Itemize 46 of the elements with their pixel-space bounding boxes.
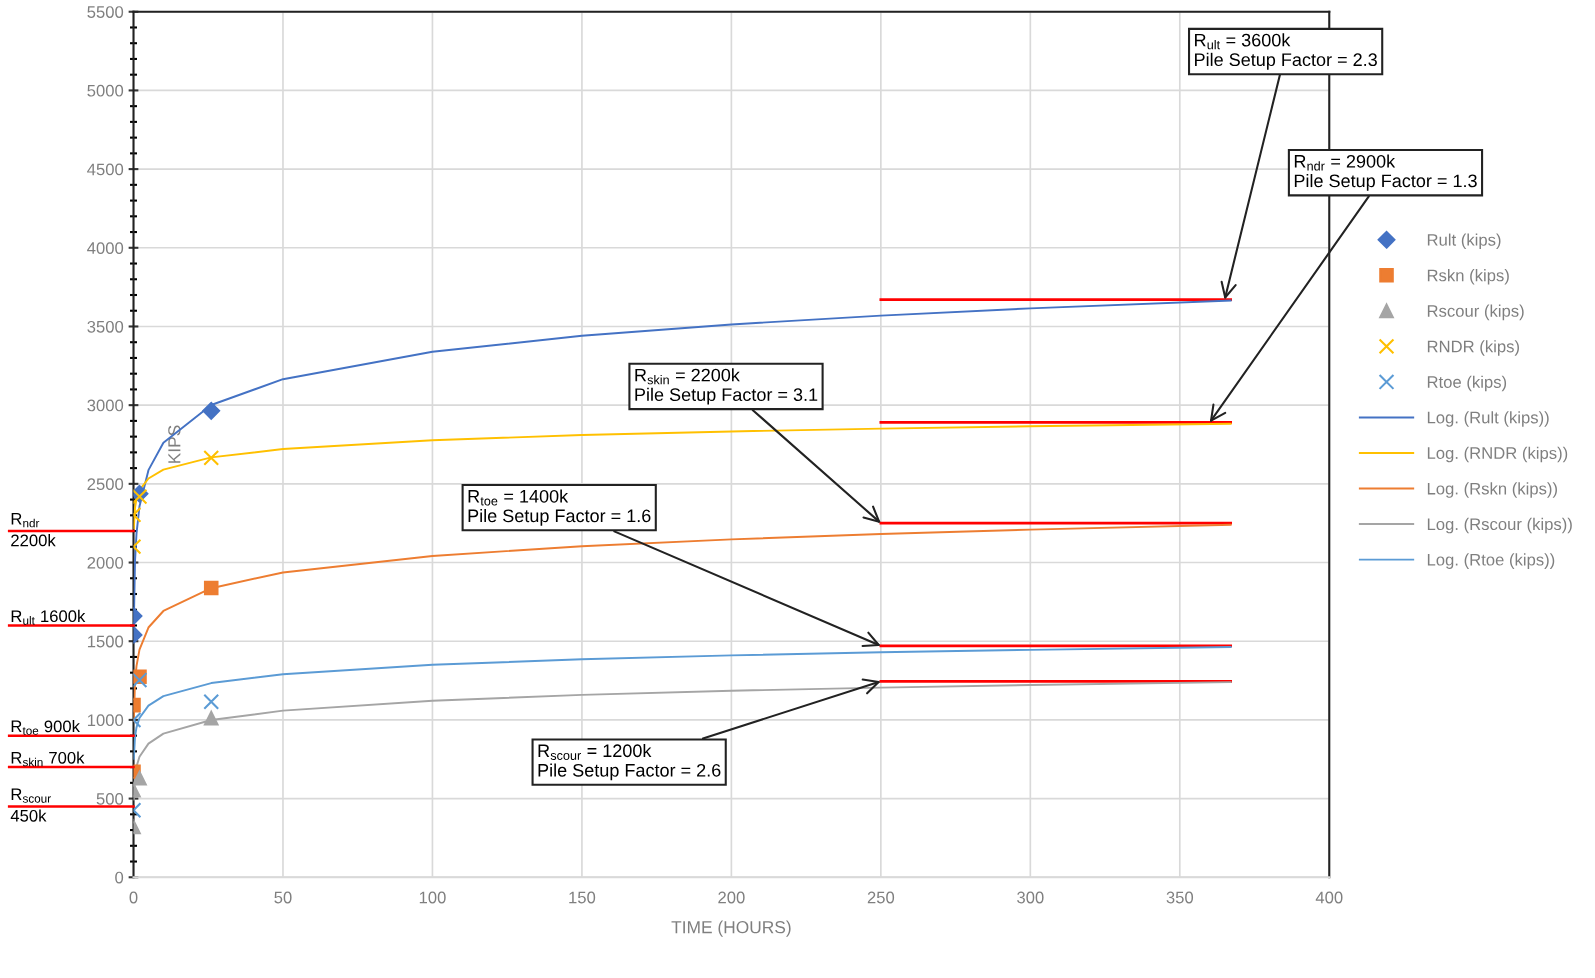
x-tick-label: 400 bbox=[1315, 891, 1343, 904]
annotation: R$_{toe}$ = 1400k Pile Setup Factor = 1.6 bbox=[468, 489, 651, 526]
ref-line-label: R$_{ndr}$ 2200k bbox=[11, 513, 56, 547]
ref-line-label: R$_{skin}$ 700k bbox=[11, 751, 85, 767]
ref-line-label: R$_{scour}$ 450k bbox=[10, 788, 51, 822]
legend-label: Log. (Rtoe (kips)) bbox=[1427, 553, 1555, 569]
x-tick-label: 0 bbox=[129, 891, 138, 904]
legend-label: Rskn (kips) bbox=[1427, 269, 1509, 285]
y-tick-label: 2500 bbox=[87, 478, 124, 491]
y-tick-label: 5000 bbox=[87, 84, 124, 97]
annotation: R$_{ndr}$ = 2900k Pile Setup Factor = 1.3 bbox=[1294, 154, 1477, 191]
x-tick-label: 350 bbox=[1166, 891, 1194, 904]
legend-label: Rtoe (kips) bbox=[1427, 375, 1507, 392]
y-axis-title: KIPS bbox=[168, 425, 181, 463]
y-tick-label: 0 bbox=[115, 871, 124, 884]
legend-label: Log. (Rscour (kips)) bbox=[1427, 517, 1572, 534]
y-tick-label: 3500 bbox=[87, 320, 124, 333]
x-tick-label: 100 bbox=[419, 891, 446, 904]
y-tick-label: 4500 bbox=[87, 163, 124, 176]
y-tick-label: 2000 bbox=[87, 556, 124, 569]
legend-label: Log. (RNDR (kips)) bbox=[1427, 446, 1568, 463]
y-tick-label: 3000 bbox=[87, 399, 124, 412]
annotation: R$_{scour}$ = 1200k Pile Setup Factor = 2.6 bbox=[538, 743, 721, 781]
x-tick-label: 150 bbox=[569, 891, 596, 904]
x-tick-label: 200 bbox=[718, 891, 745, 904]
y-tick-label: 1500 bbox=[87, 635, 124, 648]
legend-label: RNDR (kips) bbox=[1427, 340, 1519, 356]
line-series bbox=[133, 681, 1232, 801]
y-tick-label: 500 bbox=[96, 792, 124, 805]
y-tick-label: 5500 bbox=[87, 6, 124, 18]
legend-label: Rscour (kips) bbox=[1427, 304, 1524, 321]
line-series bbox=[133, 422, 1232, 530]
ref-line-label: R$_{toe}$ 900k bbox=[11, 720, 80, 735]
y-tick-label: 4000 bbox=[87, 242, 124, 254]
legend-label: Rult (kips) bbox=[1427, 233, 1501, 250]
x-tick-label: 300 bbox=[1017, 891, 1044, 904]
x-tick-label: 250 bbox=[867, 891, 895, 904]
legend-label: Log. (Rskn (kips)) bbox=[1427, 482, 1557, 498]
x-tick-label: 50 bbox=[274, 891, 292, 904]
legend-label: Log. (Rult (kips)) bbox=[1427, 411, 1549, 427]
annotation: R$_{ult}$ = 3600k Pile Setup Factor = 2.3 bbox=[1195, 33, 1377, 70]
y-tick-label: 1000 bbox=[87, 714, 124, 727]
annotation: R$_{skin}$ = 2200k Pile Setup Factor = 3.1 bbox=[635, 368, 818, 405]
ref-line-label: R$_{ult}$ 1600k bbox=[11, 609, 86, 625]
x-axis-title: TIME (HOURS) bbox=[671, 920, 791, 937]
line-series bbox=[133, 646, 1232, 760]
